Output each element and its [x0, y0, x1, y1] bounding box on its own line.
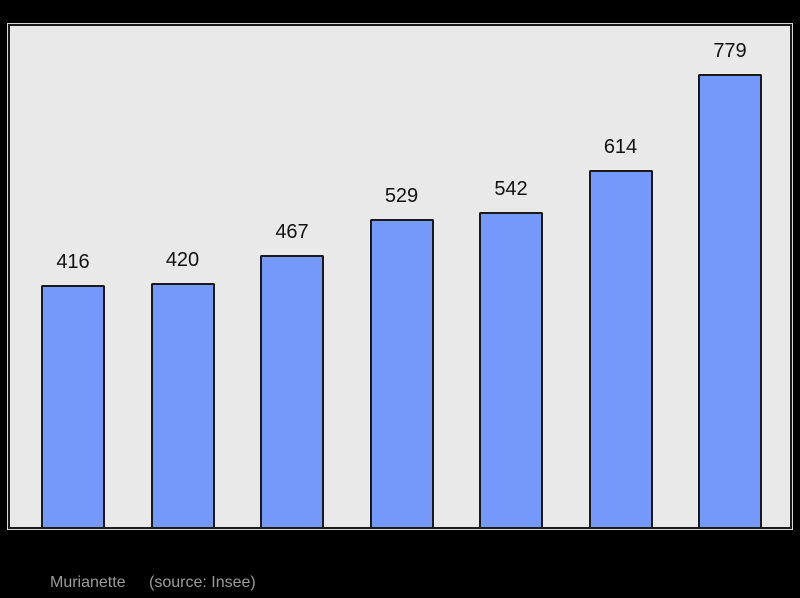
bar-value-label: 467	[275, 221, 309, 243]
bar	[698, 74, 762, 527]
bar	[369, 219, 434, 527]
bar	[150, 283, 215, 527]
bar	[41, 285, 105, 527]
source-note: (source: Insee)	[149, 574, 256, 591]
bar-value-label: 779	[713, 40, 747, 62]
bar-value-label: 529	[384, 185, 419, 207]
bar-value-label: 416	[56, 251, 90, 273]
bar	[479, 212, 543, 527]
bar-value-label: 420	[165, 249, 200, 271]
bar	[260, 255, 324, 527]
bar	[588, 170, 653, 527]
figure-caption: Murianette (source: Insee)	[0, 574, 800, 598]
bar-value-label: 614	[603, 136, 638, 158]
bar-value-label: 542	[494, 178, 528, 200]
plot-area: 416 420 467 529 542 614 779	[8, 24, 792, 529]
commune-name: Murianette	[50, 574, 126, 591]
